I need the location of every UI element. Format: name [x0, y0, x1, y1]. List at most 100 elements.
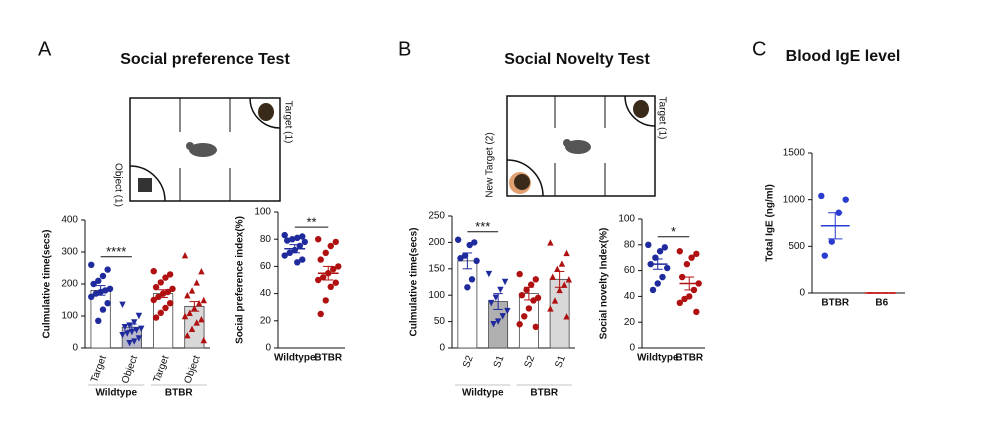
y-tick-label: 100	[254, 207, 271, 218]
y-tick-label: 400	[61, 215, 78, 226]
arena-b: Target (1) New Target (2)	[485, 95, 667, 198]
x-tick-label: S2	[461, 354, 476, 370]
data-point	[554, 265, 561, 272]
x-tick-label: Wildtype	[637, 353, 679, 364]
group-label: BTBR	[165, 388, 194, 399]
data-point	[494, 318, 502, 325]
data-point	[532, 323, 539, 331]
data-point	[532, 276, 539, 283]
x-tick-label: Object	[120, 354, 140, 385]
arena-label: Object (1)	[112, 163, 123, 207]
data-point	[530, 297, 537, 304]
data-point	[99, 306, 107, 313]
data-point	[200, 296, 207, 304]
significance-label: *	[671, 224, 676, 239]
data-point	[88, 261, 95, 268]
data-point	[693, 308, 700, 316]
data-point	[527, 281, 535, 288]
data-point	[322, 249, 329, 256]
data-point	[155, 293, 162, 300]
x-tick-label: BTBR	[675, 353, 704, 364]
data-point	[135, 335, 143, 342]
data-point	[286, 249, 293, 256]
data-point	[166, 300, 174, 307]
x-tick-label: BTBR	[821, 298, 850, 309]
data-point	[549, 273, 556, 280]
data-point	[289, 236, 296, 243]
data-point	[551, 297, 559, 304]
data-point	[664, 264, 671, 272]
panel-title: Social preference Test	[120, 51, 290, 68]
data-point	[188, 325, 196, 332]
data-point	[330, 265, 337, 273]
y-tick-label: 60	[260, 261, 272, 272]
data-point	[466, 241, 473, 249]
data-point	[315, 236, 322, 243]
data-point	[821, 252, 828, 259]
data-point	[181, 312, 189, 320]
y-tick-label: 80	[260, 234, 272, 245]
data-point	[561, 281, 568, 288]
data-point	[818, 192, 825, 200]
panel-letter: B	[398, 38, 411, 60]
data-point	[497, 286, 504, 294]
y-tick-label: 20	[260, 315, 272, 326]
data-point	[645, 241, 652, 248]
data-point	[649, 286, 657, 294]
data-point	[157, 309, 164, 316]
data-point	[325, 270, 332, 277]
y-tick-label: 50	[434, 316, 446, 327]
data-point	[492, 294, 500, 302]
data-point	[88, 293, 95, 300]
y-axis-label: Total IgE (ng/ml)	[765, 184, 776, 262]
data-point	[516, 321, 523, 328]
y-tick-label: 0	[265, 343, 271, 354]
significance-label: ****	[106, 244, 126, 259]
data-point	[547, 239, 554, 246]
y-tick-label: 60	[624, 265, 636, 276]
data-point	[835, 209, 842, 216]
data-point	[131, 319, 138, 326]
panel-letter: C	[752, 38, 766, 60]
data-point	[327, 283, 334, 290]
y-tick-label: 0	[439, 343, 445, 354]
data-point	[104, 300, 111, 307]
data-point	[521, 313, 528, 320]
data-point	[525, 305, 533, 312]
data-point	[501, 278, 509, 286]
data-point	[296, 242, 303, 250]
data-point	[558, 260, 566, 267]
x-tick-label: S2	[523, 354, 538, 370]
data-point	[162, 304, 169, 312]
x-tick-label: Target	[89, 354, 109, 384]
data-point	[162, 274, 169, 281]
data-point	[188, 287, 196, 294]
data-point	[193, 319, 200, 326]
arena-label: New Target (2)	[485, 132, 496, 197]
data-point	[468, 276, 476, 283]
data-point	[678, 273, 686, 281]
y-tick-label: 1500	[783, 148, 806, 159]
data-point	[119, 301, 126, 308]
data-point	[90, 280, 97, 288]
group-label: BTBR	[530, 388, 559, 399]
data-point	[281, 252, 288, 259]
data-point	[193, 279, 200, 286]
y-tick-label: 500	[788, 241, 805, 252]
data-point	[198, 316, 205, 323]
data-point	[99, 272, 107, 280]
y-tick-label: 100	[428, 290, 445, 301]
data-point	[681, 295, 688, 303]
data-point	[547, 305, 554, 312]
y-tick-label: 300	[61, 247, 78, 258]
data-point	[327, 242, 334, 250]
data-point	[516, 270, 523, 278]
y-tick-label: 40	[260, 288, 272, 299]
data-point	[485, 270, 493, 278]
data-point	[92, 290, 100, 297]
data-point	[181, 252, 189, 259]
data-point	[842, 196, 849, 203]
data-point	[523, 286, 530, 294]
data-point	[121, 324, 129, 331]
